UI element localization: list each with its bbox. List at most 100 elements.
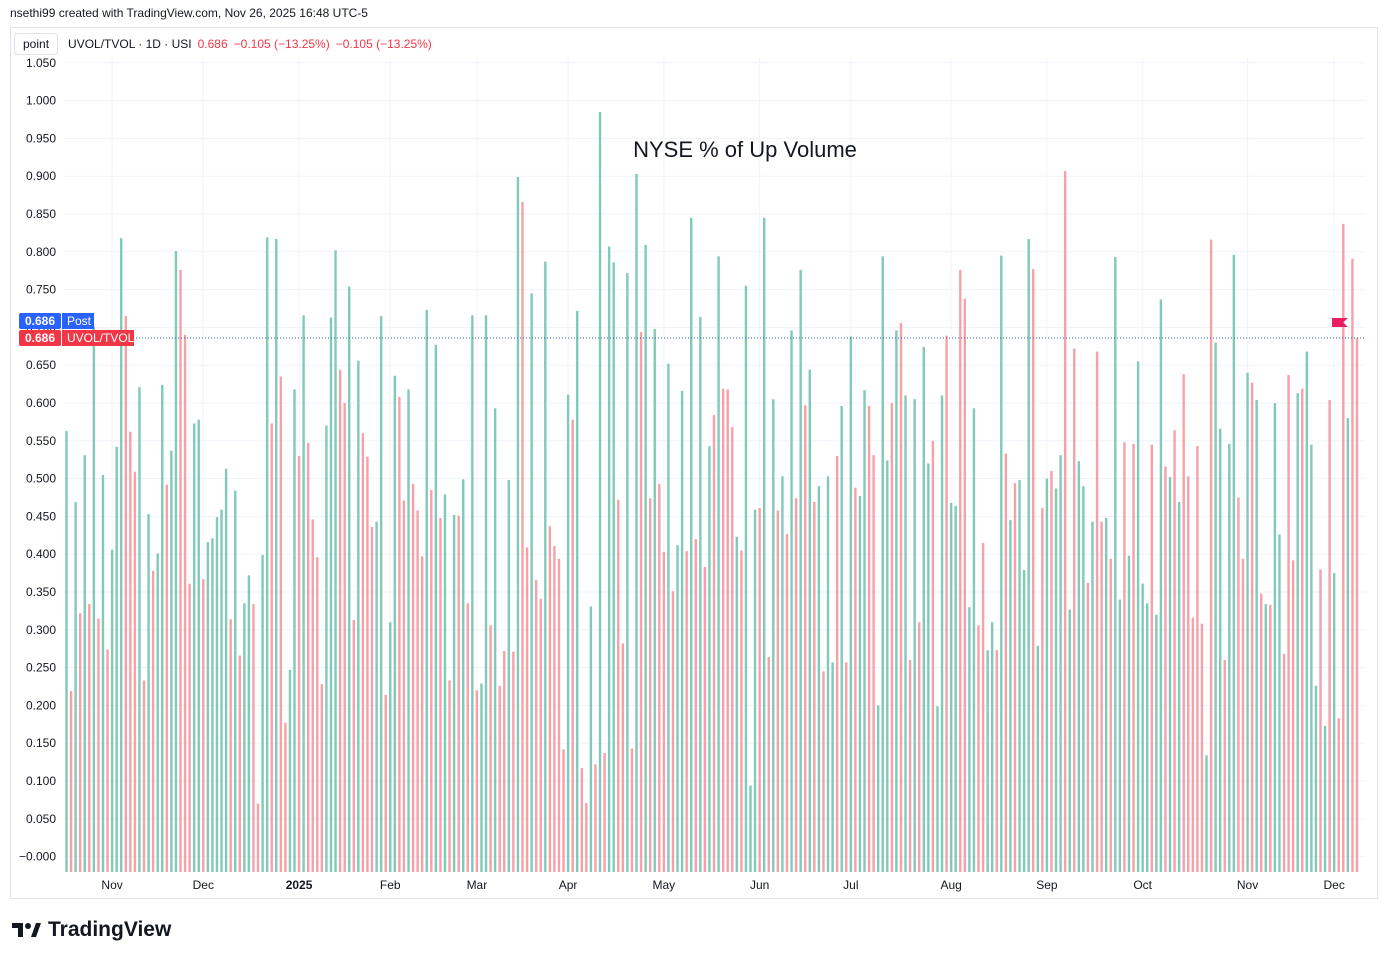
bar (1118, 599, 1122, 872)
bar (858, 495, 862, 872)
y-tick-label: 0.900 (26, 169, 56, 183)
bar (544, 261, 547, 872)
last-badge-value: 0.686 (25, 331, 55, 345)
bar (1013, 483, 1017, 872)
bar (854, 487, 857, 872)
bar (1223, 660, 1226, 872)
bar (512, 651, 515, 872)
y-tick-label: 0.250 (26, 661, 56, 675)
bar (252, 604, 255, 872)
bar (138, 387, 141, 872)
bar (1091, 521, 1094, 872)
bar (721, 388, 725, 872)
bar (566, 394, 570, 872)
bar (370, 526, 374, 872)
bar (206, 542, 210, 872)
bar (334, 250, 337, 873)
bar (1273, 403, 1277, 872)
bar (899, 322, 903, 872)
bar (462, 479, 465, 872)
bar (1000, 255, 1003, 872)
bar (1214, 342, 1217, 872)
bar (648, 498, 652, 872)
legend-value: 0.686 (197, 37, 228, 51)
bar (389, 622, 392, 872)
tradingview-footer[interactable]: TradingView (10, 918, 171, 942)
bar (430, 489, 433, 872)
bar (813, 502, 816, 872)
bar (1191, 617, 1195, 872)
bar (776, 510, 780, 872)
y-tick-label: 1.000 (26, 94, 56, 108)
bar (516, 176, 520, 872)
post-badge[interactable]: 0.686 Post (19, 312, 94, 329)
bar (1260, 593, 1263, 872)
bar (425, 310, 428, 872)
bar (1209, 239, 1213, 872)
bar (224, 468, 228, 872)
interval-pill-button[interactable]: point (14, 33, 59, 55)
bar (398, 396, 401, 872)
bar (489, 625, 492, 872)
bar (1296, 393, 1299, 872)
post-badge-label-box (62, 312, 94, 329)
bar (712, 415, 716, 872)
bar (183, 334, 187, 873)
bar (835, 455, 839, 872)
bar (744, 285, 748, 872)
bar (931, 440, 935, 872)
last-badge[interactable]: 0.686 UVOL/TVOL (19, 329, 135, 346)
chart-panel[interactable] (10, 27, 1378, 899)
x-tick-label: Nov (1237, 878, 1258, 892)
bar (402, 500, 406, 872)
bar (416, 510, 419, 872)
bar (913, 399, 916, 872)
bar (503, 650, 506, 872)
bar (968, 607, 971, 872)
bar (110, 549, 114, 872)
bar (1104, 517, 1108, 872)
bar (475, 690, 479, 872)
y-tick-label: 0.150 (26, 736, 56, 750)
bar (88, 604, 91, 872)
bar (1205, 755, 1208, 872)
bar (1009, 520, 1012, 872)
bar (653, 328, 656, 872)
bar (808, 369, 811, 872)
bar (65, 430, 68, 872)
bar (908, 660, 912, 872)
bar (576, 310, 579, 872)
bar (471, 315, 474, 872)
bar (1141, 583, 1144, 872)
bar (621, 643, 625, 872)
x-tick-label: Oct (1133, 878, 1152, 892)
bar (325, 425, 328, 872)
x-tick-label: Dec (1324, 878, 1345, 892)
bar (375, 521, 378, 872)
symbol-label[interactable]: UVOL/TVOL · 1D · USI (68, 37, 192, 51)
bar (534, 579, 538, 872)
bar (676, 545, 679, 872)
flag-icon[interactable] (1332, 317, 1348, 327)
bar (571, 419, 574, 872)
bar (142, 680, 146, 872)
bar (74, 502, 77, 872)
bar (1041, 508, 1044, 872)
bar (361, 433, 365, 872)
bar (329, 317, 333, 872)
bar (275, 238, 278, 872)
bar (904, 395, 907, 872)
bar (1310, 444, 1313, 872)
bar (434, 344, 438, 872)
bar (963, 298, 967, 872)
bar (1068, 609, 1071, 872)
bar (635, 173, 638, 872)
y-tick-label: 0.950 (26, 131, 56, 145)
bar (348, 286, 351, 873)
y-tick-label: 0.850 (26, 207, 56, 221)
bar (781, 476, 784, 872)
y-tick-label: 0.200 (26, 698, 56, 712)
bar (644, 245, 647, 872)
bar (238, 655, 241, 872)
